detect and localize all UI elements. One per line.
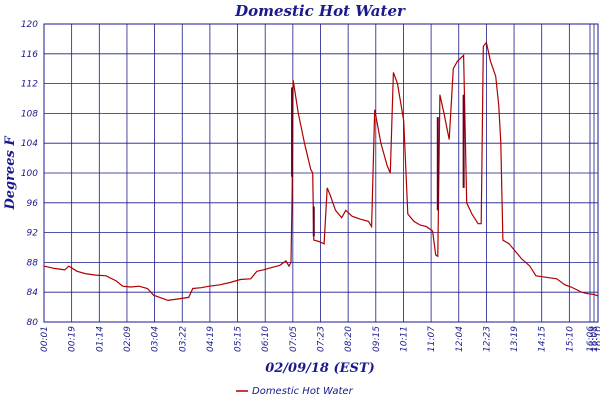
y-tick-label: 100 bbox=[21, 169, 38, 179]
x-tick-label: 00:19 bbox=[68, 326, 78, 352]
plot-area bbox=[43, 41, 599, 302]
x-tick-label: 16:10 bbox=[594, 326, 600, 352]
y-tick-labels: 80 84 88 92 96 100 104 108 112 116 120 bbox=[21, 20, 38, 328]
y-tick-label: 116 bbox=[21, 50, 38, 60]
x-tick-label: 12:04 bbox=[455, 326, 465, 352]
x-tick-label: 16:08 bbox=[590, 326, 600, 352]
x-tick-label: 07:05 bbox=[289, 326, 299, 352]
x-tick-label: 15:10 bbox=[565, 326, 575, 352]
series-line-domestic-hot-water bbox=[43, 41, 599, 302]
y-tick-label: 80 bbox=[27, 318, 39, 328]
y-tick-label: 88 bbox=[27, 258, 39, 268]
y-tick-label: 104 bbox=[21, 139, 38, 149]
y-axis-title: Degrees F bbox=[3, 136, 18, 211]
x-tick-label: 09:15 bbox=[372, 326, 382, 352]
x-tick-label: 13:19 bbox=[510, 326, 520, 352]
grid-lines bbox=[43, 23, 599, 323]
x-tick-label: 01:14 bbox=[95, 326, 105, 352]
x-tick-label: 06:10 bbox=[261, 326, 271, 352]
y-tick-label: 92 bbox=[27, 229, 39, 239]
x-tick-label: 11:07 bbox=[427, 326, 437, 352]
x-tick-label: 14:15 bbox=[538, 326, 548, 352]
x-axis-title: 02/09/18 (EST) bbox=[265, 361, 375, 376]
y-tick-label: 108 bbox=[21, 109, 38, 119]
x-tick-labels: 00:01 00:19 01:14 02:09 03:04 03:22 04:19 05:15… bbox=[40, 326, 600, 352]
x-tick-label: 10:11 bbox=[399, 326, 409, 352]
x-tick-label: 08:20 bbox=[344, 326, 354, 352]
x-tick-label: 07:23 bbox=[317, 326, 327, 352]
x-tick-label: 03:22 bbox=[178, 326, 188, 352]
x-tick-label: 03:04 bbox=[151, 326, 161, 352]
y-tick-label: 112 bbox=[21, 80, 38, 90]
y-tick-label: 96 bbox=[27, 199, 39, 209]
x-tick-label: 04:19 bbox=[206, 326, 216, 352]
y-tick-label: 120 bbox=[21, 20, 38, 30]
x-tick-label: 05:15 bbox=[234, 326, 244, 352]
chart-title: Domestic Hot Water bbox=[234, 2, 406, 20]
x-tick-label: 00:01 bbox=[40, 326, 50, 352]
legend-label-domestic-hot-water: Domestic Hot Water bbox=[252, 386, 354, 397]
x-tick-label: 12:23 bbox=[482, 326, 492, 352]
x-tick-label: 02:09 bbox=[123, 326, 133, 352]
legend: Domestic Hot Water bbox=[236, 386, 354, 397]
x-tick-label: 16:06 bbox=[586, 326, 596, 352]
y-tick-label: 84 bbox=[27, 288, 39, 298]
